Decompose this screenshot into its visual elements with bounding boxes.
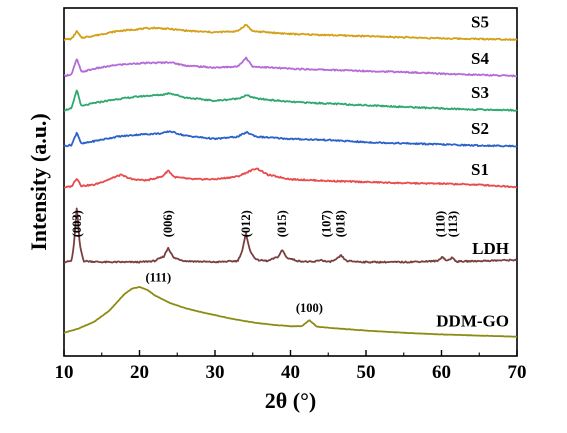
x-axis-title: 2θ (°) bbox=[265, 388, 316, 413]
peak-label: (012) bbox=[239, 210, 253, 237]
labels-layer: DDM-GO (111) (100) LDH (003) (006) (012) (015) (… bbox=[70, 12, 509, 330]
series-s2-line bbox=[63, 130, 518, 148]
peak-label: (015) bbox=[275, 210, 289, 237]
peak-label: (107) bbox=[320, 210, 334, 237]
series-label-ldh: LDH bbox=[472, 239, 509, 258]
series-s3-line bbox=[63, 89, 518, 112]
x-tick-label: 50 bbox=[357, 362, 376, 383]
plot-frame bbox=[63, 7, 518, 357]
series-s4-line bbox=[64, 56, 518, 78]
series-label-s3: S3 bbox=[471, 83, 489, 102]
x-tick-label: 40 bbox=[281, 362, 300, 383]
series-label-s2: S2 bbox=[471, 119, 489, 138]
series-ddm-go-line bbox=[63, 286, 518, 338]
peak-label: (018) bbox=[333, 210, 347, 237]
series-layer bbox=[63, 23, 518, 338]
x-tick-label: 70 bbox=[508, 362, 527, 383]
y-axis-title: Intensity (a.u.) bbox=[26, 113, 51, 251]
series-label-s1: S1 bbox=[471, 160, 489, 179]
series-s5-line bbox=[64, 23, 518, 41]
x-tick-label: 20 bbox=[130, 362, 149, 383]
series-label-s4: S4 bbox=[471, 49, 489, 68]
peak-label: (003) bbox=[70, 210, 84, 237]
peak-label: (006) bbox=[161, 210, 175, 237]
series-label-ddm-go: DDM-GO bbox=[436, 312, 509, 331]
axes-layer: 10 20 30 40 50 60 70 2θ (°) Intensity (a.u.) bbox=[26, 7, 527, 413]
peak-label: (100) bbox=[296, 301, 323, 315]
x-tick-label: 10 bbox=[55, 362, 74, 383]
peak-label: (111) bbox=[146, 270, 172, 284]
x-tick-label: 30 bbox=[206, 362, 225, 383]
x-tick-label: 60 bbox=[432, 362, 451, 383]
series-label-s5: S5 bbox=[471, 12, 489, 31]
series-s1-line bbox=[63, 167, 518, 189]
series-ldh-line bbox=[63, 207, 518, 264]
peak-label: (113) bbox=[446, 211, 460, 237]
peak-label: (110) bbox=[434, 211, 448, 237]
